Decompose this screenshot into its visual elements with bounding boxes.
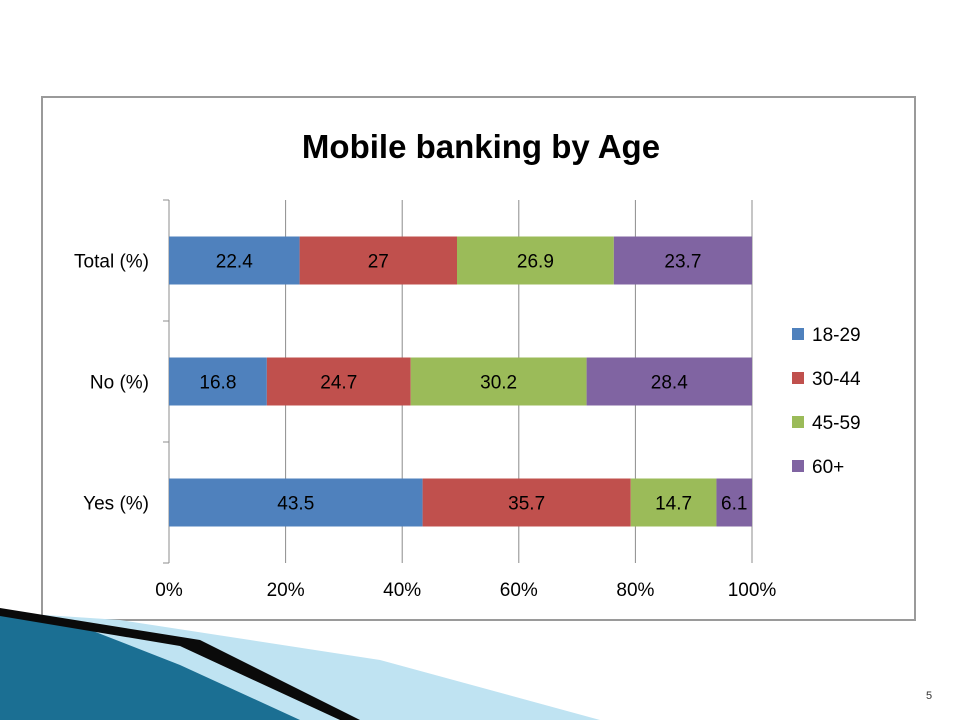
legend: 18-29 30-44 45-59 60+ — [792, 325, 861, 478]
data-label: 16.8 — [199, 373, 236, 394]
legend-label: 45-59 — [812, 413, 861, 434]
data-label: 28.4 — [651, 373, 688, 394]
bar-segment — [169, 478, 423, 527]
bar-segment — [299, 236, 458, 285]
data-label: 6.1 — [721, 494, 747, 515]
x-tick-label: 0% — [155, 580, 183, 601]
data-label: 43.5 — [277, 494, 314, 515]
x-tick-label: 100% — [728, 580, 777, 601]
bars: 22.4 27 26.9 23.7 16.8 24.7 30.2 28.4 43.5 35.7 14… — [169, 236, 752, 527]
decor-black-stroke — [0, 608, 360, 720]
data-label: 35.7 — [508, 494, 545, 515]
chart-svg: Mobile banking by Age 0% 20% 40% 60% 80% 100%… — [74, 128, 861, 601]
data-label: 23.7 — [664, 252, 701, 273]
category-label: No (%) — [90, 373, 149, 394]
category-label: Yes (%) — [83, 494, 149, 515]
data-label: 24.7 — [320, 373, 357, 394]
bar-segment — [410, 357, 587, 406]
legend-label: 60+ — [812, 457, 844, 478]
legend-swatch — [792, 460, 804, 472]
x-tick-label: 80% — [616, 580, 654, 601]
bar-segment — [613, 236, 752, 285]
bar-segment — [422, 478, 631, 527]
chart-title: Mobile banking by Age — [302, 128, 660, 165]
legend-label: 18-29 — [812, 325, 861, 346]
data-label: 30.2 — [480, 373, 517, 394]
data-label: 22.4 — [216, 252, 253, 273]
axes: 0% 20% 40% 60% 80% 100% Total (%) No (%) Yes (%) — [74, 199, 777, 601]
bar-segment — [630, 478, 717, 527]
bar-segment — [266, 357, 411, 406]
slide-number: 5 — [926, 690, 933, 702]
bar-segment — [716, 478, 752, 527]
legend-swatch — [792, 372, 804, 384]
decorative-swoosh — [0, 608, 600, 720]
x-tick-label: 20% — [267, 580, 305, 601]
data-label: 14.7 — [655, 494, 692, 515]
bar-segment — [169, 357, 267, 406]
chart-frame: Mobile banking by Age 0% 20% 40% 60% 80% 100%… — [41, 96, 916, 621]
data-label: 26.9 — [517, 252, 554, 273]
legend-label: 30-44 — [812, 369, 861, 390]
x-tick-label: 40% — [383, 580, 421, 601]
x-tick-label: 60% — [500, 580, 538, 601]
data-label: 27 — [368, 252, 389, 273]
bar-segment — [586, 357, 752, 406]
category-label: Total (%) — [74, 252, 149, 273]
decor-dark-band — [0, 610, 300, 720]
bar-segment — [169, 236, 300, 285]
legend-swatch — [792, 416, 804, 428]
bar-segment — [457, 236, 614, 285]
legend-swatch — [792, 328, 804, 340]
